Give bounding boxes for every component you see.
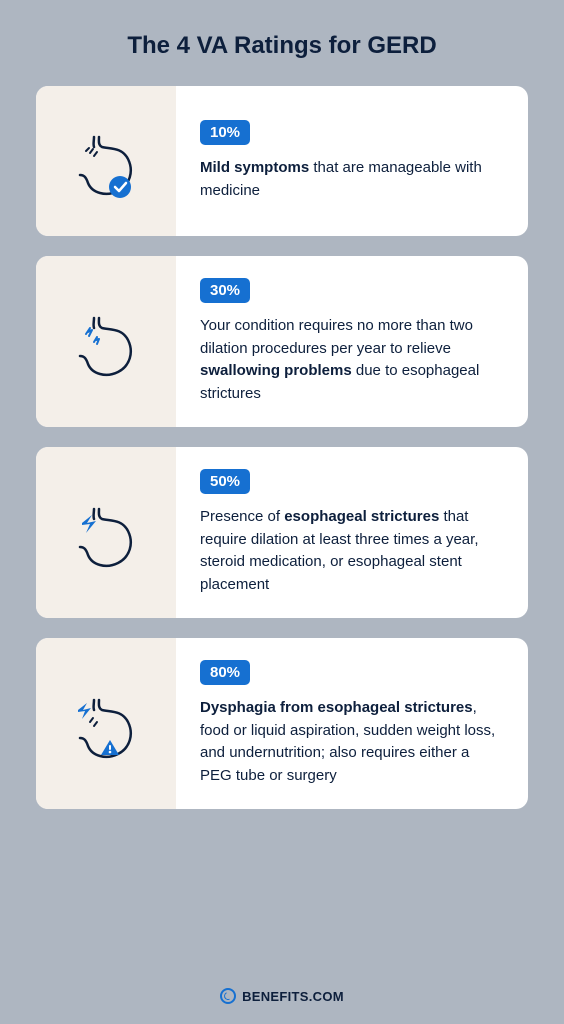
stomach-icon xyxy=(36,638,176,809)
card-content: 30% Your condition requires no more than … xyxy=(176,256,528,427)
stomach-icon xyxy=(36,256,176,427)
card-content: 80% Dysphagia from esophageal strictures,… xyxy=(176,638,528,809)
stomach-icon xyxy=(36,86,176,236)
footer-label: BENEFITS.COM xyxy=(242,989,344,1004)
brand-swirl-icon xyxy=(220,988,236,1004)
rating-card: 50% Presence of esophageal strictures tha… xyxy=(36,447,528,618)
page-title: The 4 VA Ratings for GERD xyxy=(36,32,528,60)
rating-card: 80% Dysphagia from esophageal strictures,… xyxy=(36,638,528,809)
rating-description: Presence of esophageal strictures that r… xyxy=(200,506,500,596)
rating-badge: 10% xyxy=(200,120,250,145)
rating-card: 30% Your condition requires no more than … xyxy=(36,256,528,427)
card-content: 50% Presence of esophageal strictures tha… xyxy=(176,447,528,618)
stomach-icon xyxy=(36,447,176,618)
rating-badge: 50% xyxy=(200,469,250,494)
footer-brand: BENEFITS.COM xyxy=(36,988,528,1004)
cards-container: 10% Mild symptoms that are manageable wit… xyxy=(36,86,528,966)
rating-badge: 80% xyxy=(200,660,250,685)
rating-description: Dysphagia from esophageal strictures, fo… xyxy=(200,697,500,787)
rating-description: Mild symptoms that are manageable with m… xyxy=(200,157,500,202)
rating-badge: 30% xyxy=(200,278,250,303)
card-content: 10% Mild symptoms that are manageable wit… xyxy=(176,86,528,236)
rating-description: Your condition requires no more than two… xyxy=(200,315,500,405)
rating-card: 10% Mild symptoms that are manageable wit… xyxy=(36,86,528,236)
